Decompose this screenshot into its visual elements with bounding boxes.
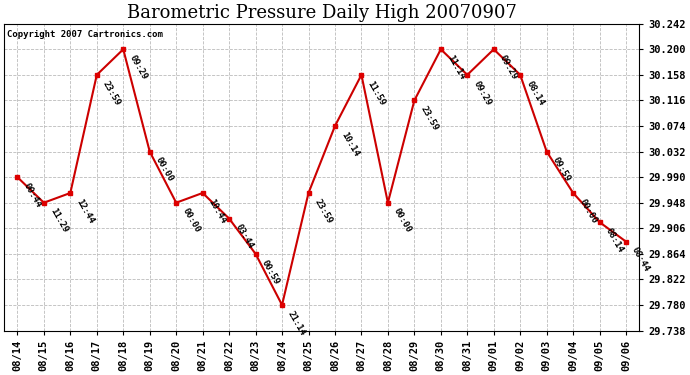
Text: 00:00: 00:00 [180,207,201,235]
Text: 09:29: 09:29 [498,54,519,81]
Text: 08:14: 08:14 [524,79,546,107]
Text: 23:59: 23:59 [101,79,122,107]
Text: 08:44: 08:44 [630,246,651,274]
Text: 10:44: 10:44 [207,197,228,225]
Title: Barometric Pressure Daily High 20070907: Barometric Pressure Daily High 20070907 [127,4,517,22]
Text: 08:14: 08:14 [604,226,625,254]
Text: 11:59: 11:59 [366,79,387,107]
Text: 11:14: 11:14 [445,54,466,81]
Text: 23:59: 23:59 [313,197,334,225]
Text: 00:00: 00:00 [392,207,413,235]
Text: 10:14: 10:14 [339,130,360,158]
Text: 00:00: 00:00 [578,197,598,225]
Text: 23:59: 23:59 [419,105,440,132]
Text: Copyright 2007 Cartronics.com: Copyright 2007 Cartronics.com [8,30,164,39]
Text: 00:44: 00:44 [21,181,43,209]
Text: 09:59: 09:59 [551,156,572,183]
Text: 00:00: 00:00 [154,156,175,183]
Text: 03:44: 03:44 [233,223,255,251]
Text: 11:29: 11:29 [48,207,69,235]
Text: 00:59: 00:59 [259,258,281,286]
Text: 21:14: 21:14 [286,309,308,337]
Text: 09:29: 09:29 [471,79,493,107]
Text: 09:29: 09:29 [128,54,148,81]
Text: 12:44: 12:44 [75,197,96,225]
